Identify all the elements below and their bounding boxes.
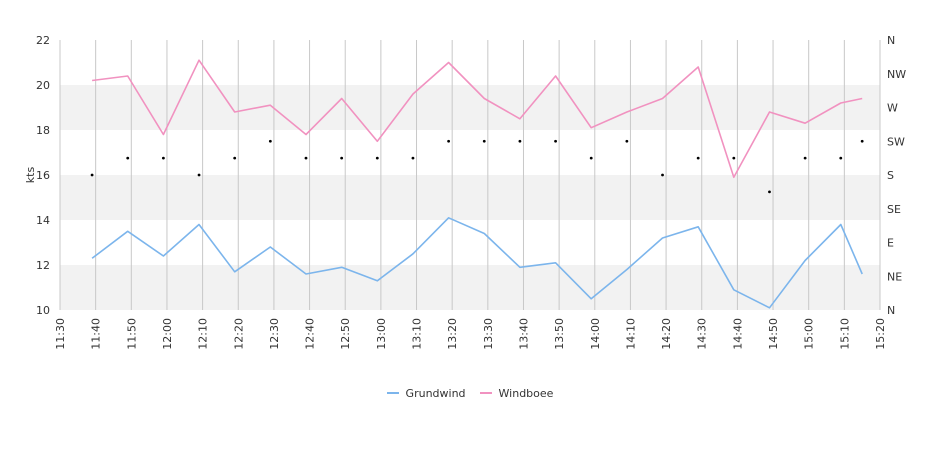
x-tick-label: 11:50 — [125, 318, 138, 350]
direction-point — [589, 156, 593, 160]
direction-axis-label: SE — [887, 203, 901, 216]
x-tick-label: 12:10 — [197, 318, 210, 350]
direction-point — [375, 156, 379, 160]
direction-point — [661, 173, 664, 177]
direction-point — [161, 156, 165, 160]
plot-band — [60, 40, 880, 85]
y-tick-label: 10 — [36, 304, 50, 317]
y-tick-label: 22 — [36, 34, 50, 47]
direction-point — [447, 139, 451, 143]
x-tick-label: 13:50 — [553, 318, 566, 350]
x-tick-label: 11:30 — [54, 318, 67, 350]
x-tick-label: 13:10 — [411, 318, 424, 350]
direction-point — [233, 156, 237, 160]
plot-band — [60, 265, 880, 310]
legend-swatch — [386, 392, 399, 394]
x-tick-label: 13:00 — [375, 318, 388, 350]
direction-axis-label: NW — [887, 68, 906, 81]
direction-point — [732, 156, 736, 160]
direction-point — [768, 190, 771, 194]
x-tick-label: 15:20 — [874, 318, 887, 350]
direction-point — [411, 156, 415, 160]
direction-point — [304, 156, 308, 160]
direction-point — [197, 173, 201, 177]
direction-axis-label: NE — [887, 270, 902, 283]
x-tick-label: 12:40 — [304, 318, 317, 350]
y-tick-label: 14 — [36, 214, 50, 227]
x-tick-label: 13:40 — [517, 318, 530, 350]
direction-axis-label: SW — [887, 135, 905, 148]
legend-label: Windboee — [498, 386, 554, 400]
direction-point — [554, 139, 557, 143]
x-tick-label: 12:30 — [268, 318, 281, 350]
legend-swatch — [479, 392, 492, 394]
direction-point — [482, 139, 486, 143]
legend-item-grundwind[interactable]: Grundwind — [386, 386, 466, 400]
y-tick-label: 20 — [36, 79, 50, 92]
x-tick-label: 14:30 — [696, 318, 709, 350]
legend: Grundwind Windboee — [0, 384, 940, 400]
direction-axis-label: E — [887, 237, 894, 250]
direction-point — [839, 156, 843, 160]
y-tick-label: 18 — [36, 124, 50, 137]
direction-point — [126, 156, 130, 160]
plot-band — [60, 175, 880, 220]
x-tick-label: 14:10 — [624, 318, 637, 350]
direction-axis-label: N — [887, 34, 895, 47]
direction-point — [268, 139, 272, 143]
series-line-windboee — [91, 59, 863, 179]
direction-axis-label: W — [887, 102, 898, 115]
legend-item-windboee[interactable]: Windboee — [479, 386, 554, 400]
direction-point — [518, 139, 522, 143]
direction-point — [90, 173, 94, 177]
x-tick-label: 15:10 — [838, 318, 851, 350]
x-tick-label: 13:20 — [446, 318, 459, 350]
y-tick-label: 16 — [36, 169, 50, 182]
x-tick-label: 11:40 — [90, 318, 103, 350]
direction-point — [803, 156, 807, 160]
direction-point — [696, 156, 700, 160]
x-tick-label: 14:00 — [589, 318, 602, 350]
y-tick-label: 12 — [36, 259, 50, 272]
x-tick-label: 14:20 — [660, 318, 673, 350]
x-tick-label: 13:30 — [482, 318, 495, 350]
x-tick-label: 14:40 — [731, 318, 744, 350]
x-tick-label: 12:20 — [232, 318, 245, 350]
x-tick-label: 14:50 — [767, 318, 780, 350]
direction-axis-label: N — [887, 304, 895, 317]
direction-point — [340, 156, 344, 160]
plot-band — [60, 85, 880, 130]
direction-axis-label: S — [887, 169, 894, 182]
y-axis-label: kts — [24, 167, 37, 184]
x-tick-label: 12:00 — [161, 318, 174, 350]
direction-point — [860, 139, 864, 143]
direction-point — [625, 139, 629, 143]
legend-label: Grundwind — [405, 386, 466, 400]
x-tick-label: 15:00 — [803, 318, 816, 350]
x-tick-label: 12:50 — [339, 318, 352, 350]
plot-band — [60, 130, 880, 175]
series-line-grundwind — [91, 217, 863, 309]
